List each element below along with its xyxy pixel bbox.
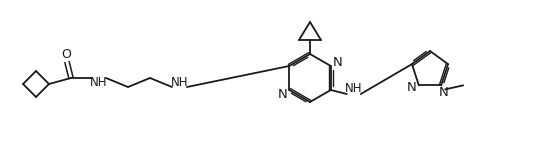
Text: N: N [278,87,287,100]
Text: NH: NH [171,75,189,88]
Text: NH: NH [345,82,362,96]
Text: N: N [407,81,417,94]
Text: O: O [61,48,71,62]
Text: N: N [438,86,448,99]
Text: N: N [333,57,343,69]
Text: NH: NH [90,75,108,88]
